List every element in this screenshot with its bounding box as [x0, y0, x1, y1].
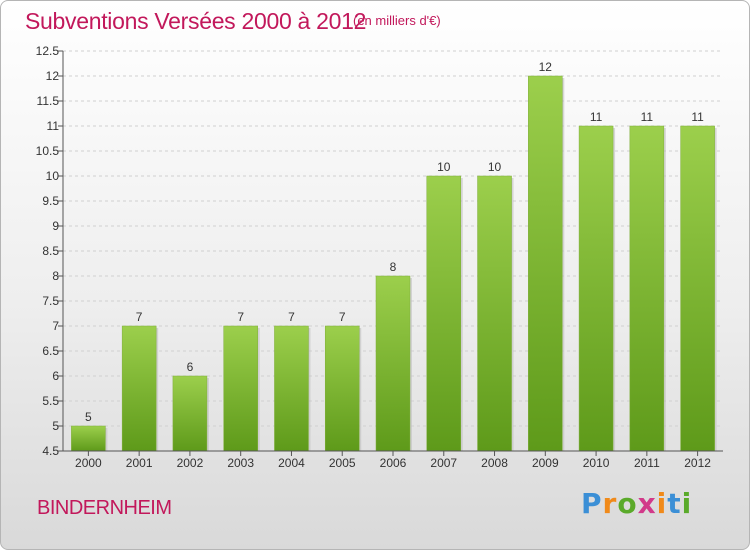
x-tick-label: 2008	[481, 456, 508, 470]
bar	[172, 375, 208, 452]
x-tick-label: 2009	[532, 456, 559, 470]
y-tick-label: 12.5	[36, 44, 60, 58]
bar-value-label: 6	[187, 360, 194, 374]
bar-value-label: 7	[339, 310, 346, 324]
x-tick-label: 2007	[430, 456, 457, 470]
bar-value-label: 8	[390, 260, 397, 274]
bar	[426, 175, 462, 452]
bar-value-label: 12	[539, 60, 553, 74]
x-tick-label: 2004	[278, 456, 305, 470]
proxiti-logo: Proxiti	[581, 487, 693, 520]
bar-value-label: 10	[488, 160, 502, 174]
x-tick-label: 2006	[380, 456, 407, 470]
y-tick-label: 8	[52, 269, 59, 283]
bar	[629, 125, 665, 452]
bar-value-label: 11	[691, 110, 704, 124]
bars: 5 7 6 7 7 7 8 10 10 12 11 11 11	[71, 60, 717, 452]
x-tick-label: 2010	[583, 456, 610, 470]
bar	[324, 325, 360, 452]
bar	[578, 125, 614, 452]
y-tick-label: 7	[52, 319, 59, 333]
chart-subtitle: (en milliers d'€)	[353, 13, 441, 28]
bar	[121, 325, 157, 452]
bar	[223, 325, 258, 452]
bar	[528, 75, 563, 452]
y-tick-label: 6	[52, 369, 59, 383]
bar	[71, 425, 106, 452]
y-tick-label: 9	[52, 219, 59, 233]
bar	[477, 175, 512, 452]
x-tick-label: 2002	[177, 456, 204, 470]
commune-name: BINDERNHEIM	[37, 497, 172, 519]
bar	[375, 275, 411, 452]
chart-title: Subventions Versées 2000 à 2012	[25, 8, 367, 34]
bar	[680, 125, 715, 452]
bar-value-label: 11	[590, 110, 603, 124]
bar-value-label: 7	[136, 310, 143, 324]
bar-value-label: 10	[437, 160, 451, 174]
y-tick-label: 8.5	[42, 244, 59, 258]
y-tick-label: 10.5	[36, 144, 60, 158]
x-tick-label: 2012	[684, 456, 711, 470]
y-tick-label: 4.5	[42, 444, 59, 458]
x-tick-label: 2003	[227, 456, 254, 470]
x-tick-label: 2005	[329, 456, 356, 470]
axes: 4.5 5 5.5 6 6.5 7 7.5 8 8.5 9 9.5 10 10.5 11 11.5 12 12.…	[36, 44, 723, 470]
y-tick-label: 11	[47, 119, 60, 133]
y-tick-label: 6.5	[42, 344, 59, 358]
bar	[274, 325, 309, 452]
bar-value-label: 11	[641, 110, 654, 124]
y-tick-label: 5	[52, 419, 59, 433]
x-tick-label: 2001	[126, 456, 153, 470]
x-tick-label: 2000	[75, 456, 102, 470]
y-tick-label: 11.5	[37, 94, 60, 108]
bar-value-label: 5	[85, 410, 92, 424]
y-tick-label: 5.5	[42, 394, 59, 408]
x-tick-label: 2011	[634, 456, 660, 470]
y-tick-label: 10	[46, 169, 60, 183]
bar-value-label: 7	[288, 310, 295, 324]
y-tick-label: 12	[46, 69, 60, 83]
y-tick-label: 9.5	[42, 194, 59, 208]
y-tick-label: 7.5	[42, 294, 59, 308]
bar-value-label: 7	[237, 310, 244, 324]
